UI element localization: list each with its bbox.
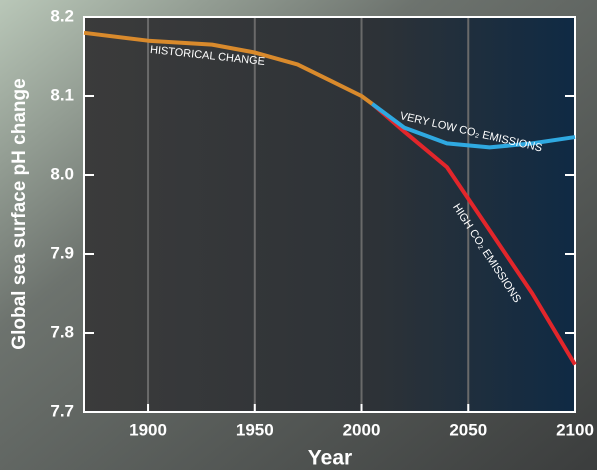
x-tick-label: 2100 (556, 420, 594, 439)
x-tick-label: 1950 (236, 420, 274, 439)
y-tick-label: 8.0 (50, 164, 74, 183)
x-tick-label: 1900 (129, 420, 167, 439)
x-axis-title: Year (308, 447, 352, 470)
y-axis-title: Global sea surface pH change (9, 78, 30, 349)
y-tick-label: 8.2 (50, 6, 74, 25)
y-tick-label: 7.7 (50, 401, 74, 420)
plot-frame (83, 16, 576, 413)
y-tick-label: 8.1 (50, 85, 74, 104)
series-line (370, 102, 577, 366)
plot-area (84, 17, 575, 412)
x-tick-label: 2000 (343, 420, 381, 439)
series-line (371, 102, 576, 150)
y-tick-label: 7.8 (50, 322, 74, 341)
series-line (83, 30, 374, 106)
y-tick-label: 7.9 (50, 243, 74, 262)
x-tick-label: 2050 (449, 420, 487, 439)
